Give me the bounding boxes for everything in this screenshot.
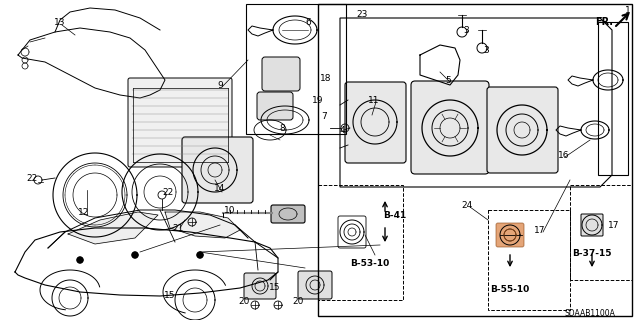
Text: 8: 8 [279, 124, 285, 132]
Text: 10: 10 [224, 205, 236, 214]
Text: 22: 22 [26, 173, 38, 182]
Text: 13: 13 [54, 18, 66, 27]
Text: 12: 12 [78, 207, 90, 217]
Text: 3: 3 [483, 45, 489, 54]
Text: 4: 4 [339, 125, 345, 134]
FancyBboxPatch shape [345, 82, 406, 163]
Text: 24: 24 [461, 201, 472, 210]
Polygon shape [68, 212, 158, 244]
Polygon shape [165, 212, 240, 238]
FancyBboxPatch shape [271, 205, 305, 223]
Text: 17: 17 [534, 226, 546, 235]
Polygon shape [77, 257, 83, 263]
FancyBboxPatch shape [411, 81, 489, 174]
Text: 20: 20 [292, 298, 304, 307]
Text: 15: 15 [164, 291, 176, 300]
Text: 16: 16 [558, 150, 570, 159]
Text: 18: 18 [320, 74, 332, 83]
Bar [318, 185, 403, 300]
Text: 3: 3 [463, 26, 469, 35]
FancyBboxPatch shape [257, 92, 293, 120]
Text: 23: 23 [356, 10, 368, 19]
Polygon shape [132, 252, 138, 258]
Bar [318, 4, 632, 316]
FancyBboxPatch shape [298, 271, 332, 299]
Text: 5: 5 [445, 76, 451, 84]
Text: B-41: B-41 [383, 211, 406, 220]
Text: 9: 9 [217, 81, 223, 90]
Text: 17: 17 [608, 220, 620, 229]
Bar [570, 185, 632, 280]
Text: B-55-10: B-55-10 [490, 285, 530, 294]
Text: 11: 11 [368, 95, 380, 105]
Text: B-53-10: B-53-10 [350, 259, 390, 268]
Polygon shape [197, 252, 203, 258]
Text: 20: 20 [238, 298, 250, 307]
FancyBboxPatch shape [128, 78, 232, 167]
Text: 19: 19 [312, 95, 324, 105]
FancyBboxPatch shape [496, 223, 524, 247]
Text: 7: 7 [321, 111, 327, 121]
FancyBboxPatch shape [487, 87, 558, 173]
FancyBboxPatch shape [182, 137, 253, 203]
Text: 21: 21 [172, 223, 184, 233]
Text: 15: 15 [269, 284, 281, 292]
Text: FR.: FR. [595, 17, 613, 27]
Text: SDAAB1100A: SDAAB1100A [564, 309, 616, 318]
Bar [246, 4, 346, 134]
Text: B-37-15: B-37-15 [572, 249, 612, 258]
Text: 22: 22 [163, 188, 173, 196]
Text: 1: 1 [625, 5, 631, 14]
Text: 6: 6 [305, 18, 311, 27]
Bar [488, 210, 570, 310]
FancyBboxPatch shape [581, 214, 603, 236]
Text: 14: 14 [214, 183, 226, 193]
FancyBboxPatch shape [262, 57, 300, 91]
FancyBboxPatch shape [244, 273, 276, 299]
